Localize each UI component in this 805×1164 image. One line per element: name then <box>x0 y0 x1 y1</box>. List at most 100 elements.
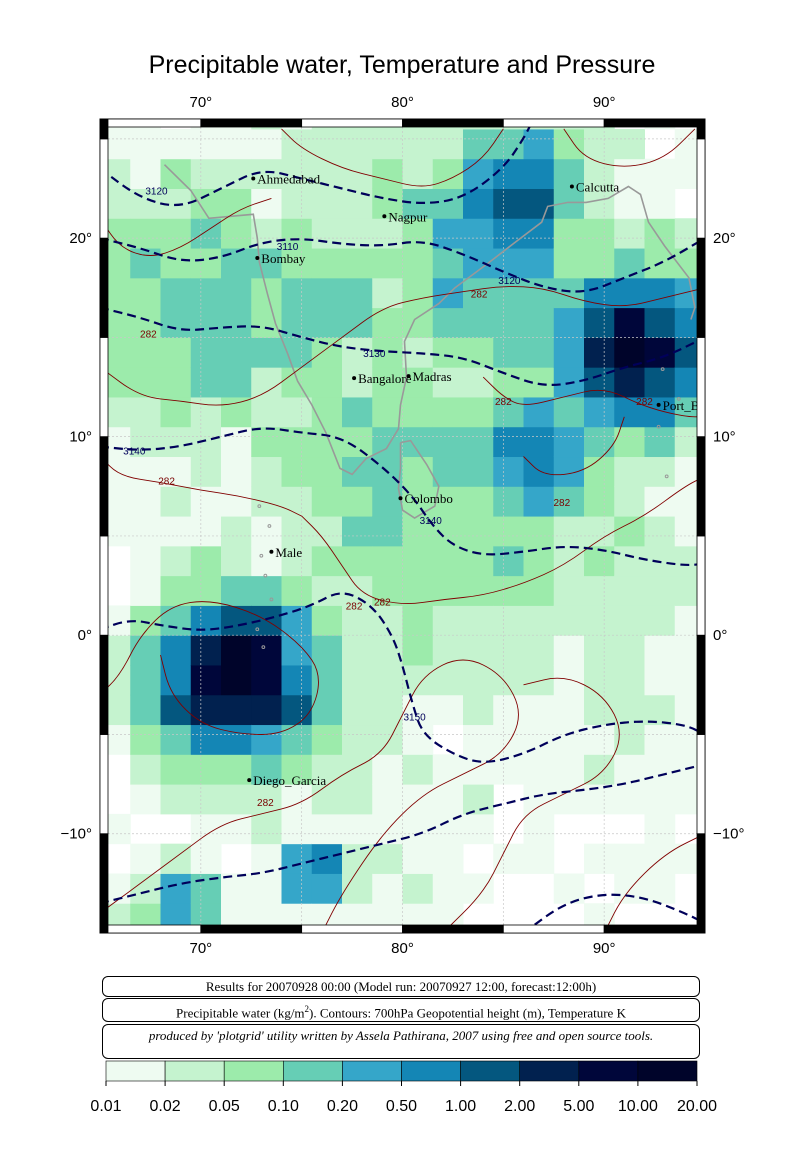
island-outline <box>676 397 681 401</box>
raster-cell <box>402 248 434 279</box>
raster-cell <box>190 128 222 160</box>
raster-cell <box>402 367 434 398</box>
raster-cell <box>311 694 343 726</box>
raster-cell <box>432 664 464 696</box>
city-marker <box>255 255 260 260</box>
raster-cell <box>342 754 373 785</box>
island-outline <box>267 524 272 528</box>
raster-cell <box>402 396 434 428</box>
raster-cell <box>281 575 313 606</box>
credit-box: produced by 'plotgrid' utility written b… <box>102 1024 700 1059</box>
raster-cell <box>402 545 434 577</box>
raster-cell <box>523 337 555 368</box>
border-bar-right <box>696 436 706 537</box>
border-bar-right <box>696 833 706 934</box>
raster-cell <box>493 367 524 398</box>
raster-cell <box>432 694 464 726</box>
raster-cell <box>160 724 192 755</box>
raster-cell <box>402 813 434 845</box>
raster-cell <box>493 158 524 189</box>
temperature-contours <box>100 128 705 933</box>
border-bar-bottom <box>301 924 403 934</box>
colorbar-label: 0.05 <box>209 1098 240 1115</box>
raster-cell <box>372 575 403 606</box>
raster-cell <box>221 456 252 487</box>
island-outline <box>660 367 665 372</box>
raster-cell <box>523 218 555 249</box>
y-tick-label-left: −10° <box>61 826 92 843</box>
raster-cell <box>190 605 222 636</box>
border-bar-left <box>99 336 109 438</box>
raster-cell <box>402 307 434 338</box>
raster-cell <box>493 307 524 338</box>
credit-text: produced by 'plotgrid' utility written b… <box>148 1028 654 1043</box>
border-bar-left <box>99 833 109 934</box>
raster-cell <box>432 277 464 309</box>
raster-cell <box>311 873 343 904</box>
raster-cell <box>160 426 192 458</box>
border-bar-left <box>99 535 109 636</box>
raster-cell <box>190 277 222 309</box>
raster-cell <box>342 545 373 577</box>
border-bar-top <box>301 118 403 128</box>
colorbar: 0.01 0.02 0.05 0.10 0.20 0.50 1.00 2.00 5.00 10.0… <box>90 1060 717 1115</box>
geopotential-height-contours <box>100 119 705 933</box>
raster-cell <box>493 694 524 726</box>
raster-cell <box>553 396 585 428</box>
raster-cell <box>342 158 373 189</box>
raster-cell <box>190 843 222 874</box>
raster-cell <box>281 694 313 726</box>
raster-cell <box>311 784 343 815</box>
raster-cell <box>644 635 676 666</box>
raster-cell <box>342 784 373 815</box>
raster-cell <box>311 813 343 845</box>
raster-cell <box>523 635 555 666</box>
raster-cell <box>432 337 464 368</box>
raster-cell <box>251 426 282 458</box>
y-tick-label-left: 0° <box>78 627 92 644</box>
raster-cell <box>190 396 222 428</box>
raster-cell <box>523 486 555 517</box>
raster-cell <box>190 367 222 398</box>
raster-cell <box>372 873 403 904</box>
raster-cell <box>493 545 524 577</box>
raster-cell <box>221 575 252 606</box>
raster-cell <box>432 754 464 785</box>
raster-cell <box>644 277 676 309</box>
raster-cell <box>402 873 434 904</box>
raster-cell <box>342 843 373 874</box>
raster-cell <box>311 396 343 428</box>
raster-cell <box>190 724 222 755</box>
raster-cell <box>342 486 373 517</box>
border-bar-left <box>99 634 109 735</box>
raster-cell <box>584 128 615 160</box>
raster-cell <box>644 367 676 398</box>
raster-cell <box>311 545 343 577</box>
raster-cell <box>614 307 645 338</box>
raster-cell <box>553 694 585 726</box>
raster-cell <box>553 158 585 189</box>
raster-cell <box>614 218 645 249</box>
city-label: Bangalore <box>358 371 412 386</box>
border-bar-right <box>696 138 706 239</box>
raster-cell <box>493 605 524 636</box>
raster-cell <box>372 337 403 368</box>
raster-cell <box>190 307 222 338</box>
raster-cell <box>281 248 313 279</box>
temperature-contour-label: 282 <box>374 597 391 608</box>
raster-cell <box>493 724 524 755</box>
raster-cell <box>251 248 282 279</box>
raster-cell <box>372 516 403 547</box>
raster-cell <box>311 754 343 785</box>
raster-cell <box>130 664 161 696</box>
legend-description-box: Precipitable water (kg/m2). Contours: 70… <box>102 998 700 1022</box>
raster-cell <box>402 843 434 874</box>
border-bar-left <box>99 118 109 140</box>
raster-cell <box>372 605 403 636</box>
raster-cell <box>644 575 676 606</box>
raster-cell <box>160 873 192 904</box>
raster-cell <box>251 337 282 368</box>
raster-cell <box>160 843 192 874</box>
x-tick-label-bottom: 70° <box>189 940 212 957</box>
